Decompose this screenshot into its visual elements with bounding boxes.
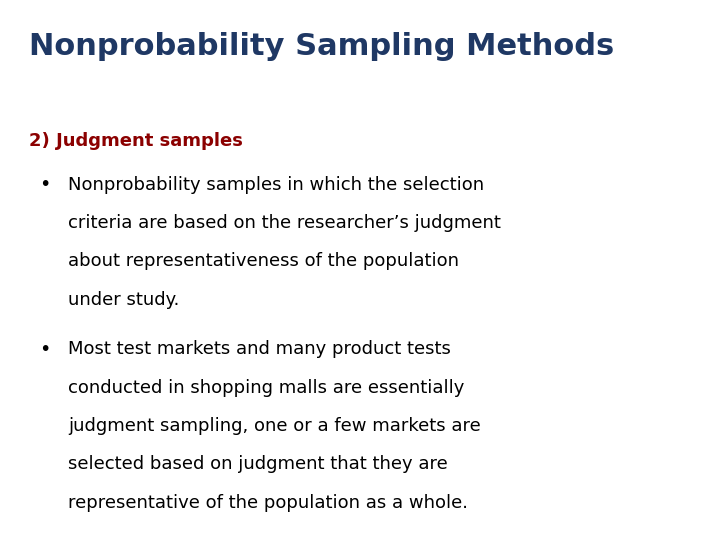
Text: •: • bbox=[40, 340, 51, 359]
Text: selected based on judgment that they are: selected based on judgment that they are bbox=[68, 455, 448, 473]
Text: •: • bbox=[40, 176, 51, 194]
Text: Nonprobability Sampling Methods: Nonprobability Sampling Methods bbox=[29, 32, 614, 62]
Text: criteria are based on the researcher’s judgment: criteria are based on the researcher’s j… bbox=[68, 214, 501, 232]
Text: conducted in shopping malls are essentially: conducted in shopping malls are essentia… bbox=[68, 379, 465, 396]
Text: judgment sampling, one or a few markets are: judgment sampling, one or a few markets … bbox=[68, 417, 481, 435]
Text: about representativeness of the population: about representativeness of the populati… bbox=[68, 252, 459, 270]
Text: Nonprobability samples in which the selection: Nonprobability samples in which the sele… bbox=[68, 176, 485, 193]
Text: under study.: under study. bbox=[68, 291, 180, 308]
Text: Most test markets and many product tests: Most test markets and many product tests bbox=[68, 340, 451, 358]
Text: 2) Judgment samples: 2) Judgment samples bbox=[29, 132, 243, 150]
Text: representative of the population as a whole.: representative of the population as a wh… bbox=[68, 494, 469, 511]
